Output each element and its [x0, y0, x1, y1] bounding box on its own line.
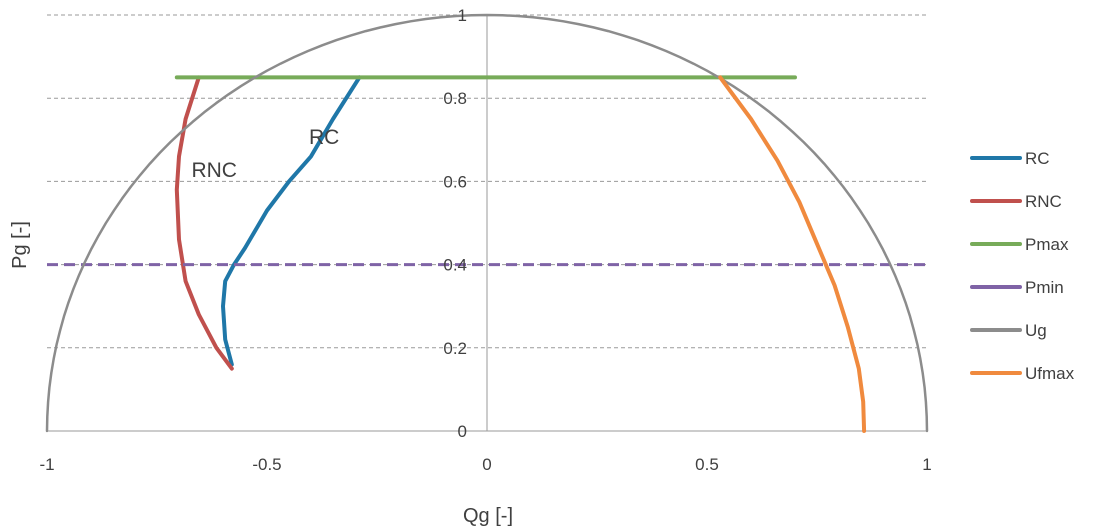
x-tick-label-3: 0.5 [695, 455, 719, 474]
y-tick-label-1: 0.2 [443, 339, 467, 358]
y-tick-label-5: 1 [458, 6, 467, 25]
x-axis-title: Qg [-] [463, 505, 513, 527]
y-tick-label-0: 0 [458, 422, 467, 441]
legend-label-rc: RC [1025, 149, 1050, 168]
series-line-ug [45, 13, 929, 433]
series-layer [45, 13, 929, 433]
x-tick-label-0: -1 [39, 455, 54, 474]
x-tick-label-1: -0.5 [252, 455, 281, 474]
x-tick-label-2: 0 [482, 455, 491, 474]
series-line-ufmax [718, 75, 867, 433]
y-tick-label-2: 0.4 [443, 256, 467, 275]
series-line-rc [221, 75, 362, 367]
legend-label-pmin: Pmin [1025, 278, 1064, 297]
tick-labels: -1 -0.5 0 0.5 1 0 0.2 0.4 0.6 0.8 1 [39, 6, 931, 474]
legend: RC RNC Pmax Pmin Ug Ufmax [970, 149, 1075, 383]
annotations: RC RNC [191, 126, 339, 182]
y-tick-label-4: 0.8 [443, 89, 467, 108]
annotation-rnc: RNC [191, 159, 237, 182]
legend-label-rnc: RNC [1025, 192, 1062, 211]
x-tick-label-4: 1 [922, 455, 931, 474]
legend-label-ufmax: Ufmax [1025, 364, 1075, 383]
y-axis-title: Pg [-] [9, 221, 31, 269]
legend-label-ug: Ug [1025, 321, 1047, 340]
y-tick-label-3: 0.6 [443, 172, 467, 191]
legend-label-pmax: Pmax [1025, 235, 1069, 254]
axes [47, 15, 927, 432]
annotation-rc: RC [309, 126, 339, 149]
